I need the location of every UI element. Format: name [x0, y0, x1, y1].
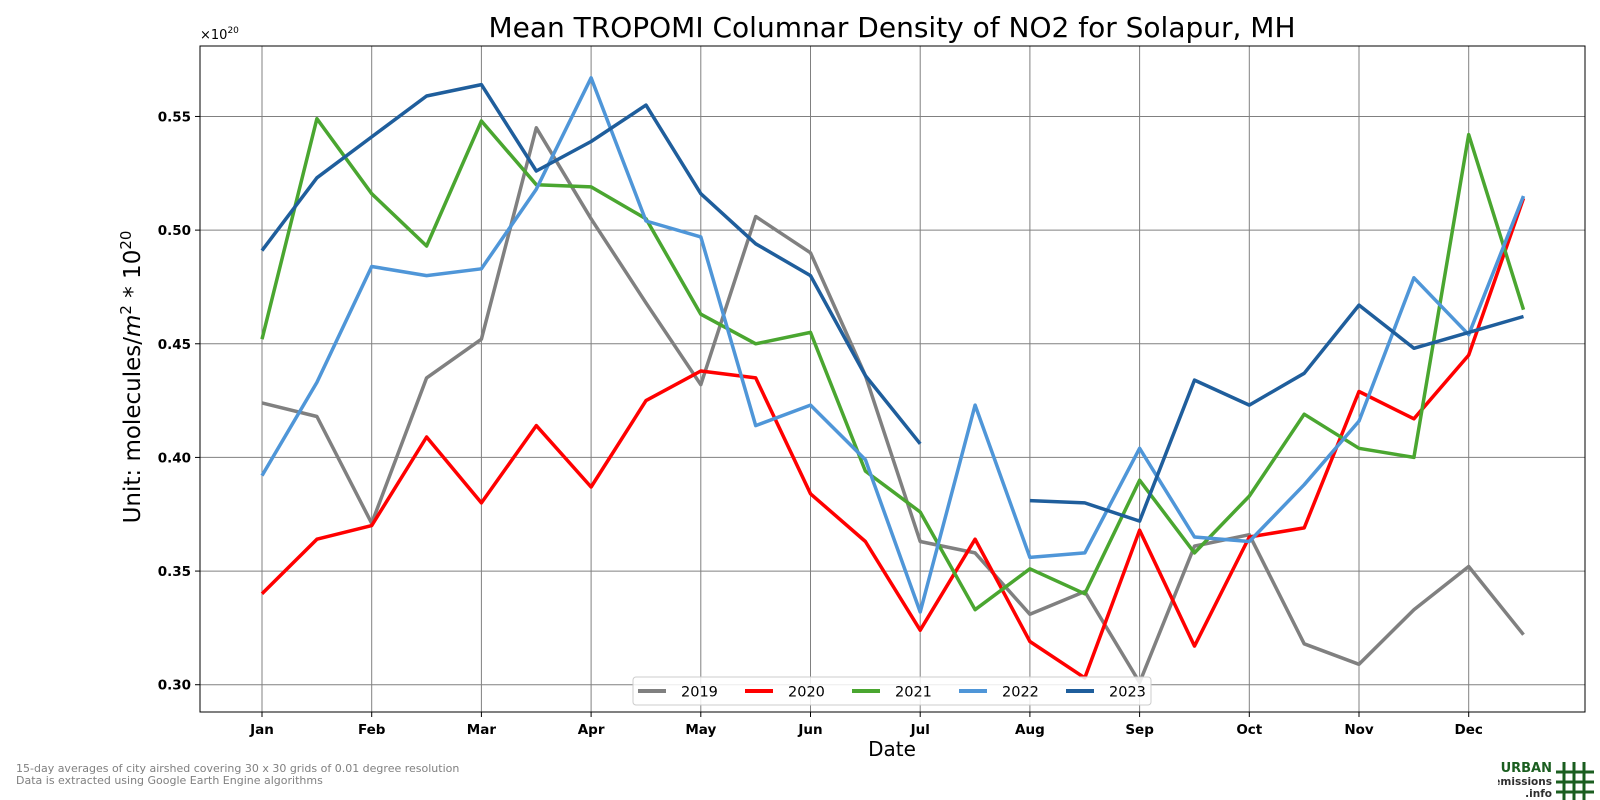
y-tick-label: 0.50 — [158, 223, 191, 239]
footnote-line-2: Data is extracted using Google Earth Eng… — [16, 774, 323, 787]
chart-title: Mean TROPOMI Columnar Density of NO2 for… — [488, 11, 1295, 44]
legend-box — [632, 676, 1152, 706]
logo-text-urban: URBAN — [1501, 761, 1552, 776]
series-line-2019 — [261, 126, 1525, 685]
x-tick-label: May — [685, 722, 716, 738]
logo-text-info: .info — [1525, 788, 1552, 800]
x-tick-label: Nov — [1344, 722, 1374, 738]
y-axis-label: Unit: molecules/m2 * 1020 — [117, 231, 146, 524]
y-tick-label: 0.45 — [158, 337, 191, 353]
x-tick-label: Dec — [1455, 722, 1483, 738]
x-tick-label: Oct — [1236, 722, 1262, 738]
x-tick-label: Sep — [1125, 722, 1154, 738]
grid-lines — [200, 46, 1585, 712]
y-tick-label: 0.30 — [158, 678, 191, 694]
legend-label-2022: 2022 — [1002, 685, 1039, 701]
legend-label-2020: 2020 — [788, 685, 825, 701]
legend: 2019 2020 2021 2022 2023 — [632, 676, 1152, 706]
x-axis-label: Date — [868, 737, 916, 761]
series-line-2022 — [260, 76, 1526, 614]
x-tick-label: Jul — [910, 722, 930, 738]
footnote-line-1: 15-day averages of city airshed covering… — [16, 762, 460, 775]
x-tick-label: Apr — [578, 722, 605, 738]
series-line-2021 — [260, 116, 1526, 612]
y-tick-label: 0.40 — [158, 450, 191, 466]
x-tick-label: Jan — [249, 722, 274, 738]
series-line-2023 — [260, 82, 922, 445]
legend-label-2023: 2023 — [1109, 685, 1146, 701]
x-tick-label: Aug — [1015, 722, 1045, 738]
y-axis-ticks: 0.30 0.35 0.40 0.45 0.50 0.55 — [158, 109, 200, 694]
series-lines — [260, 76, 1526, 685]
x-tick-label: Feb — [358, 722, 386, 738]
x-tick-label: Jun — [797, 722, 822, 738]
series-line-2023 — [1029, 303, 1524, 523]
y-tick-label: 0.35 — [158, 564, 191, 580]
legend-label-2019: 2019 — [681, 685, 718, 701]
series-line-2020 — [260, 197, 1526, 680]
y-tick-label: 0.55 — [158, 109, 191, 125]
legend-label-2021: 2021 — [895, 685, 932, 701]
grid-logo-icon — [1556, 762, 1594, 800]
logo-text-emissions: emissions — [1498, 776, 1552, 788]
x-axis-ticks: Jan Feb Mar Apr May Jun Jul Aug Sep Oct Nov Dec — [249, 712, 1483, 738]
urban-emissions-logo: URBAN emissions .info — [1498, 761, 1594, 800]
plot-frame — [199, 45, 1586, 713]
x-tick-label: Mar — [467, 722, 497, 738]
y-offset-label: ×1020 — [200, 26, 239, 43]
